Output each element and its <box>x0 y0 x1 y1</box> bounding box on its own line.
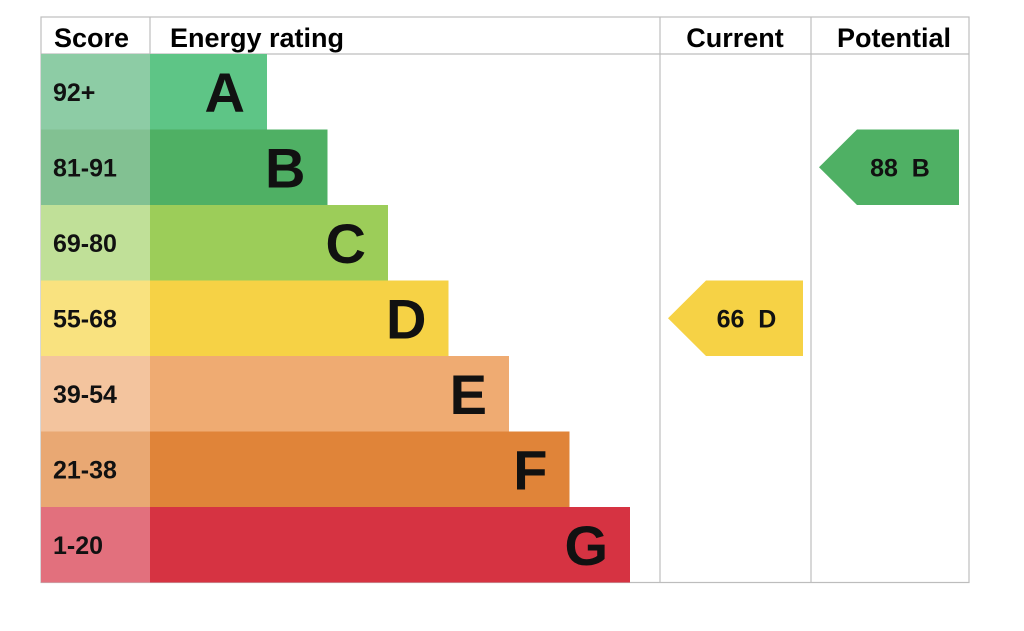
current-rating-label: 66 D <box>717 305 777 333</box>
rating-bar-a <box>150 54 267 130</box>
score-header: Score <box>54 23 129 53</box>
potential-header: Potential <box>837 23 951 53</box>
score-cell-a <box>41 54 150 130</box>
score-cell-b <box>41 129 150 205</box>
score-range-f: 21-38 <box>53 456 117 484</box>
potential-rating-label: 88 B <box>870 154 930 182</box>
rating-letter-c: C <box>326 212 366 275</box>
score-cell-g <box>41 507 150 583</box>
rating-bar-c <box>150 205 388 281</box>
score-range-e: 39-54 <box>53 381 117 409</box>
rating-arrows: 66 D 88 B <box>668 129 959 356</box>
rating-bar-e <box>150 356 509 432</box>
score-range-g: 1-20 <box>53 532 103 560</box>
rating-letter-f: F <box>513 438 547 501</box>
rating-bar-b <box>150 129 328 205</box>
energy-rating-header: Energy rating <box>170 23 344 53</box>
current-header: Current <box>686 23 784 53</box>
rating-letter-d: D <box>386 287 426 350</box>
score-cell-c <box>41 205 150 281</box>
score-cell-e <box>41 356 150 432</box>
rating-bars: 92+ A 81-91 B 69-80 C 55-68 D 39-54 E 21-38 F 1-20 G <box>41 54 630 583</box>
rating-letter-g: G <box>564 514 608 577</box>
rating-bar-g <box>150 507 630 583</box>
rating-bar-f <box>150 431 570 507</box>
rating-letter-a: A <box>205 61 245 124</box>
current-rating-arrow <box>668 280 803 356</box>
score-range-d: 55-68 <box>53 305 117 333</box>
rating-bar-d <box>150 280 449 356</box>
column-headers: Score Energy rating Current Potential <box>54 23 951 53</box>
score-range-a: 92+ <box>53 79 95 107</box>
rating-letter-b: B <box>265 136 305 199</box>
score-cell-d <box>41 280 150 356</box>
potential-rating-arrow <box>819 129 959 205</box>
score-range-b: 81-91 <box>53 154 117 182</box>
score-range-c: 69-80 <box>53 230 117 258</box>
rating-letter-e: E <box>450 363 487 426</box>
score-cell-f <box>41 431 150 507</box>
